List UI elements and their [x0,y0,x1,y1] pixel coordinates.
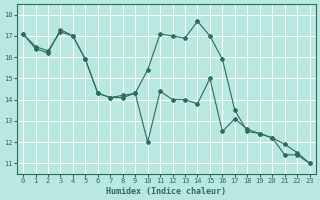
X-axis label: Humidex (Indice chaleur): Humidex (Indice chaleur) [106,187,226,196]
